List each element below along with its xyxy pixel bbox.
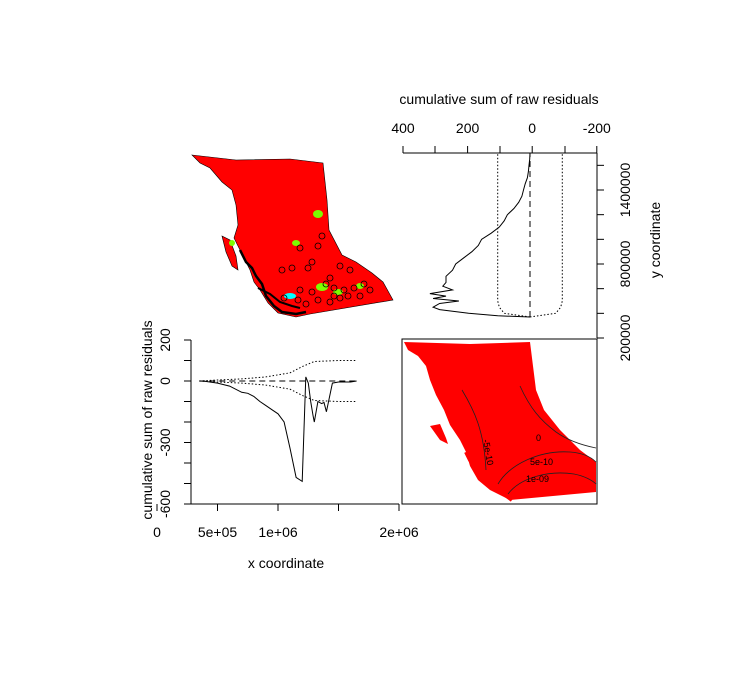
top-right-series <box>429 152 563 318</box>
series-line-dotted <box>529 153 563 318</box>
bottom-left-panel: 0 5e+05 1e+06 2e+06 200 0 -300 -600 x coordina… <box>139 320 419 571</box>
contour-panel-frame <box>401 338 598 505</box>
y-tick-label: 200000 <box>617 314 633 361</box>
bottom-left-y-axis-label: cumulative sum of raw residuals <box>139 320 155 519</box>
map-highlight-patch <box>292 240 300 246</box>
contour-label: 1e-09 <box>526 474 549 484</box>
top-right-x-ticks: 400 200 0 -200 <box>391 120 611 153</box>
top-right-y-axis-label: y coordinate <box>647 202 663 278</box>
series-line-dotted <box>497 153 531 318</box>
top-right-title: cumulative sum of raw residuals <box>399 91 598 107</box>
contour-region-shape <box>404 342 596 500</box>
bottom-left-y-ticks: 200 0 -300 -600 <box>157 328 191 518</box>
map-highlight-patch <box>316 283 328 291</box>
contour-coast-detail <box>464 451 514 502</box>
series-line-solid <box>429 152 531 318</box>
map-highlight-patch <box>313 210 323 218</box>
top-right-panel: cumulative sum of raw residuals 400 200 0 -… <box>391 91 663 361</box>
map-point-markers <box>278 232 374 308</box>
x-tick-label: 0 <box>528 120 536 136</box>
bottom-left-series <box>199 360 357 483</box>
y-tick-label: -600 <box>157 490 173 518</box>
map-highlight-patch <box>229 240 235 246</box>
y-tick-label: -300 <box>157 428 173 456</box>
series-line-solid <box>199 376 357 483</box>
map-region-shape <box>191 154 394 318</box>
map-panel <box>191 154 394 318</box>
y-tick-label: 200 <box>157 328 173 352</box>
contour-lines <box>461 385 597 495</box>
contour-label: 5e-10 <box>530 457 553 467</box>
contour-island-shape <box>430 424 448 444</box>
map-island-shape <box>221 235 239 271</box>
bottom-left-x-ticks: 0 5e+05 1e+06 2e+06 <box>153 504 419 540</box>
x-tick-label: 0 <box>153 524 161 540</box>
x-tick-label: 400 <box>391 120 415 136</box>
contour-label: -5e-10 <box>481 439 495 466</box>
series-line-dotted <box>199 380 357 402</box>
series-line-dotted <box>199 360 357 382</box>
map-highlight-patch <box>356 283 364 289</box>
contour-label: 0 <box>536 433 541 443</box>
x-tick-label: 2e+06 <box>379 524 419 540</box>
y-tick-label: 1400000 <box>617 163 633 218</box>
contour-panel: -5e-10 0 5e-10 1e-09 <box>401 338 598 505</box>
x-tick-label: 200 <box>456 120 480 136</box>
bottom-left-x-axis-label: x coordinate <box>248 555 324 571</box>
y-tick-label: 800000 <box>617 240 633 287</box>
y-tick-label: 0 <box>157 377 173 385</box>
map-coast-detail <box>257 287 301 309</box>
x-tick-label: 5e+05 <box>198 524 238 540</box>
top-right-y-ticks: 200000 800000 1400000 <box>597 163 633 361</box>
x-tick-label: -200 <box>583 120 611 136</box>
x-tick-label: 1e+06 <box>258 524 298 540</box>
